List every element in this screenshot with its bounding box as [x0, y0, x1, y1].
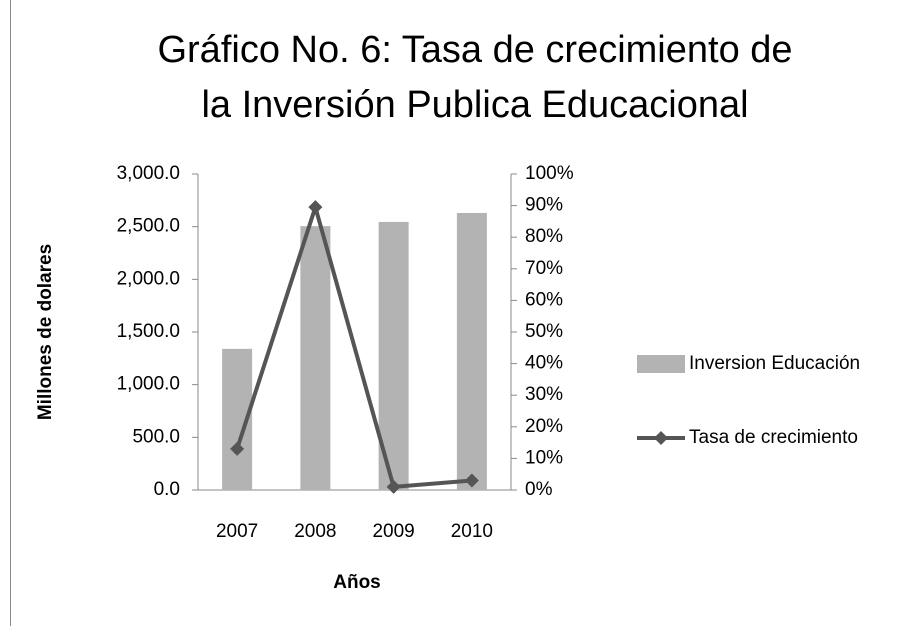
y-tick-label: 0.0: [154, 479, 180, 500]
line-marker: [308, 200, 323, 215]
x-tick-label: 2007: [216, 521, 258, 542]
x-tick-label: 2008: [294, 521, 336, 542]
y-axis-title: Millones de dolares: [35, 244, 56, 420]
legend-swatch: [637, 355, 685, 373]
chart-title: Gráfico No. 6: Tasa de crecimiento de: [157, 29, 792, 71]
bar: [300, 226, 331, 490]
bar: [456, 212, 487, 490]
line-marker: [386, 479, 401, 494]
y2-tick-label: 70%: [525, 258, 563, 279]
y2-tick-label: 40%: [525, 353, 563, 374]
y2-tick-label: 0%: [525, 479, 553, 500]
y2-tick-label: 100%: [525, 163, 574, 184]
y2-tick-label: 10%: [525, 447, 563, 468]
y2-tick-label: 80%: [525, 226, 563, 247]
y-tick-label: 1,000.0: [117, 374, 180, 395]
line-marker: [464, 473, 479, 488]
y2-tick-label: 60%: [525, 289, 563, 310]
y2-tick-label: 90%: [525, 195, 563, 216]
y-tick-label: 2,500.0: [117, 216, 180, 237]
y-tick-label: 3,000.0: [117, 163, 180, 184]
legend-label: Inversion Educación: [689, 353, 860, 374]
legend-label: Tasa de crecimiento: [689, 427, 858, 448]
y2-tick-label: 50%: [525, 321, 563, 342]
chart-title: la Inversión Publica Educacional: [201, 84, 748, 126]
y2-tick-label: 20%: [525, 416, 563, 437]
x-tick-label: 2009: [372, 521, 414, 542]
legend-swatch: [654, 431, 668, 445]
y-tick-label: 1,500.0: [117, 321, 180, 342]
x-tick-label: 2010: [451, 521, 493, 542]
x-axis-title: Años: [333, 572, 381, 593]
y-tick-label: 2,000.0: [117, 268, 180, 289]
y2-tick-label: 30%: [525, 384, 563, 405]
line-marker: [230, 441, 245, 456]
line: [235, 200, 473, 489]
y-tick-label: 500.0: [132, 426, 180, 447]
